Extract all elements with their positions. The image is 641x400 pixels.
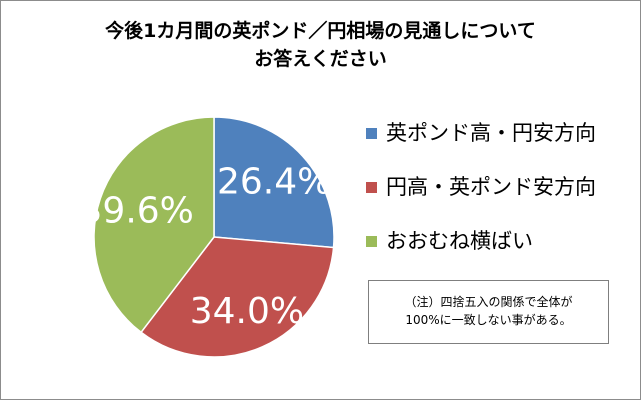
legend-label: 円高・英ポンド安方向 [386, 175, 596, 199]
legend-label: おおむね横ばい [386, 229, 533, 253]
legend-swatch [366, 128, 377, 139]
legend-item: 円高・英ポンド安方向 [366, 173, 626, 201]
slice-value-label: 26.4% [217, 161, 331, 202]
legend: 英ポンド高・円安方向 円高・英ポンド安方向 おおむね横ばい [366, 119, 626, 281]
legend-item: おおむね横ばい [366, 227, 626, 255]
chart-title-line-1: 今後1カ月間の英ポンド／円相場の見通しについて [105, 20, 536, 42]
legend-item: 英ポンド高・円安方向 [366, 119, 626, 147]
legend-swatch [366, 182, 377, 193]
rounding-note: （注）四捨五入の関係で全体が 100%に一致しない事がある。 [368, 280, 609, 344]
note-line-1: （注）四捨五入の関係で全体が [404, 295, 573, 309]
pie-slice [139, 236, 335, 358]
pie-slice [93, 116, 215, 334]
slice-value-label: 39.6% [80, 190, 194, 231]
pie-slice [213, 116, 335, 249]
legend-swatch [366, 236, 377, 247]
legend-label: 英ポンド高・円安方向 [386, 121, 596, 145]
note-line-2: 100%に一致しない事がある。 [405, 313, 572, 327]
chart-title-line-2: お答えください [254, 48, 387, 70]
chart-title: 今後1カ月間の英ポンド／円相場の見通しについて お答えください [1, 17, 640, 73]
slice-value-label: 34.0% [190, 291, 304, 332]
